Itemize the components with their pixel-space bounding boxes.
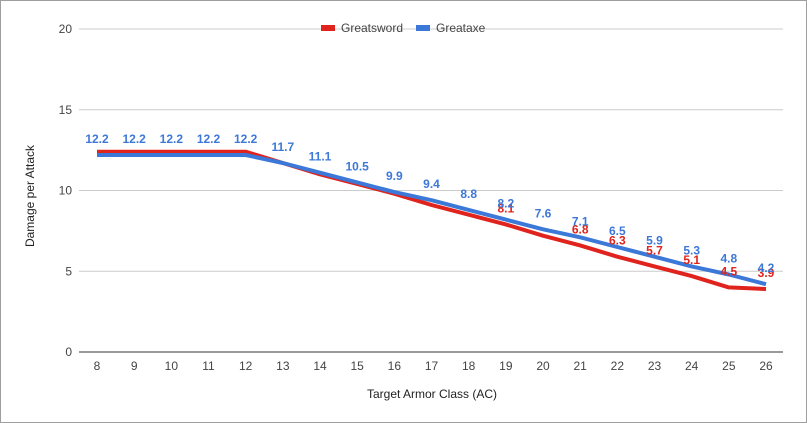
x-tick-label: 12 [239,359,253,373]
data-label-greataxe: 10.5 [345,159,369,173]
data-label-greatsword: 8.1 [497,201,514,215]
data-label-greatsword: 6.3 [609,234,626,248]
data-label-greataxe: 12.2 [234,132,258,146]
legend: Greatsword Greataxe [321,21,486,35]
x-tick-label: 15 [350,359,364,373]
data-label-greatsword: 5.7 [646,243,663,257]
x-tick-label: 13 [276,359,290,373]
series-lines [97,149,767,291]
x-tick-label: 10 [165,359,179,373]
data-label-greatsword: 3.9 [758,266,775,280]
data-label-greatsword: 5.1 [683,253,700,267]
data-label-greataxe: 4.2 [758,261,775,275]
data-label-greataxe: 12.2 [122,132,146,146]
x-tick-label: 24 [685,359,699,373]
y-tick-label: 20 [59,22,73,36]
legend-swatch [416,25,430,31]
x-tick-label: 18 [462,359,476,373]
x-tick-label: 16 [388,359,402,373]
data-label-greataxe: 5.3 [683,243,700,257]
x-tick-label: 21 [573,359,587,373]
x-tick-label: 9 [131,359,138,373]
data-label-greataxe: 8.2 [497,197,514,211]
y-tick-label: 5 [65,264,72,278]
legend-swatch [321,25,335,31]
data-label-greataxe: 11.1 [309,150,332,164]
data-label-greataxe: 7.1 [572,214,589,228]
data-label-greataxe: 12.2 [160,132,184,146]
x-tick-label: 20 [536,359,550,373]
series-line-greataxe [97,153,767,287]
legend-label: Greatsword [341,21,403,35]
data-label-greataxe: 12.2 [197,132,221,146]
data-label-greataxe: 6.5 [609,224,626,238]
data-label-greataxe: 5.9 [646,234,663,248]
x-tick-label: 23 [648,359,662,373]
y-axis-ticks: 0 5 10 15 20 [59,22,73,359]
x-axis-title: Target Armor Class (AC) [367,387,497,401]
data-label-greataxe: 12.2 [85,132,109,146]
y-axis-title: Damage per Attack [23,144,37,247]
x-tick-label: 26 [759,359,773,373]
data-label-greataxe: 11.7 [271,140,294,154]
x-tick-label: 14 [313,359,327,373]
x-tick-label: 25 [722,359,736,373]
data-labels: 8.1 6.8 6.3 5.7 5.1 4.5 3.9 12.2 12.2 12.2 12.2 12.… [85,132,774,280]
x-tick-label: 19 [499,359,513,373]
y-tick-label: 0 [65,345,72,359]
y-tick-label: 10 [59,184,73,198]
data-label-greataxe: 7.6 [535,206,552,220]
series-line-greatsword [97,149,767,291]
x-axis-ticks: 8 9 10 11 12 13 14 15 16 17 18 19 20 21 22 23 24 25 26 [94,359,773,373]
data-label-greataxe: 8.8 [460,187,477,201]
data-label-greatsword: 6.8 [572,222,589,236]
x-tick-label: 17 [425,359,439,373]
data-label-greataxe: 9.9 [386,169,403,183]
x-tick-label: 22 [611,359,625,373]
x-tick-label: 11 [202,359,215,373]
x-tick-label: 8 [94,359,101,373]
data-label-greataxe: 9.4 [423,177,440,191]
y-tick-label: 15 [59,103,73,117]
legend-label: Greataxe [436,21,486,35]
data-label-greataxe: 4.8 [720,251,737,265]
data-label-greatsword: 4.5 [720,264,737,278]
